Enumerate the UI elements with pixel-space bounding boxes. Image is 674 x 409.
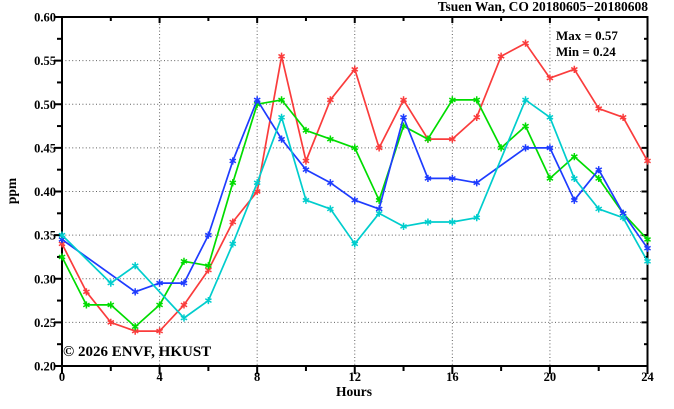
green-series-markers — [58, 96, 651, 331]
x-tick-label: 16 — [446, 370, 459, 384]
x-tick-label: 8 — [254, 370, 260, 384]
x-tick-label: 0 — [59, 370, 65, 384]
y-tick-label: 0.35 — [34, 229, 56, 243]
y-tick-label: 0.25 — [34, 316, 56, 330]
y-tick-label: 0.50 — [34, 98, 56, 112]
x-tick-label: 4 — [156, 370, 163, 384]
y-axis-label: ppm — [4, 177, 19, 204]
blue-series-line — [61, 99, 649, 293]
red-series-markers — [58, 39, 651, 335]
cyan-series-markers — [58, 96, 651, 322]
chart-title: Tsuen Wan, CO 20180605−20180608 — [438, 0, 648, 14]
x-tick-label: 24 — [641, 370, 654, 384]
max-annotation: Max = 0.57 — [556, 28, 618, 43]
blue-series-markers — [58, 96, 651, 296]
min-annotation: Min = 0.24 — [556, 44, 616, 59]
y-tick-label: 0.40 — [34, 185, 56, 199]
x-tick-label: 20 — [544, 370, 557, 384]
x-tick-label: 12 — [349, 370, 362, 384]
y-tick-label: 0.45 — [34, 141, 56, 155]
y-tick-label: 0.55 — [34, 54, 56, 68]
plot-area: 0.20 0.25 0.30 0.35 0.40 0.45 0.50 0.55 0.60 0 4 8 1… — [34, 11, 654, 385]
watermark: © 2026 ENVF, HKUST — [63, 344, 211, 360]
y-tick-label: 0.20 — [34, 360, 56, 374]
x-axis-label: Hours — [336, 384, 372, 399]
cyan-series-line — [61, 99, 649, 319]
y-tick-label: 0.30 — [34, 272, 56, 286]
y-tick-label: 0.60 — [34, 11, 56, 25]
